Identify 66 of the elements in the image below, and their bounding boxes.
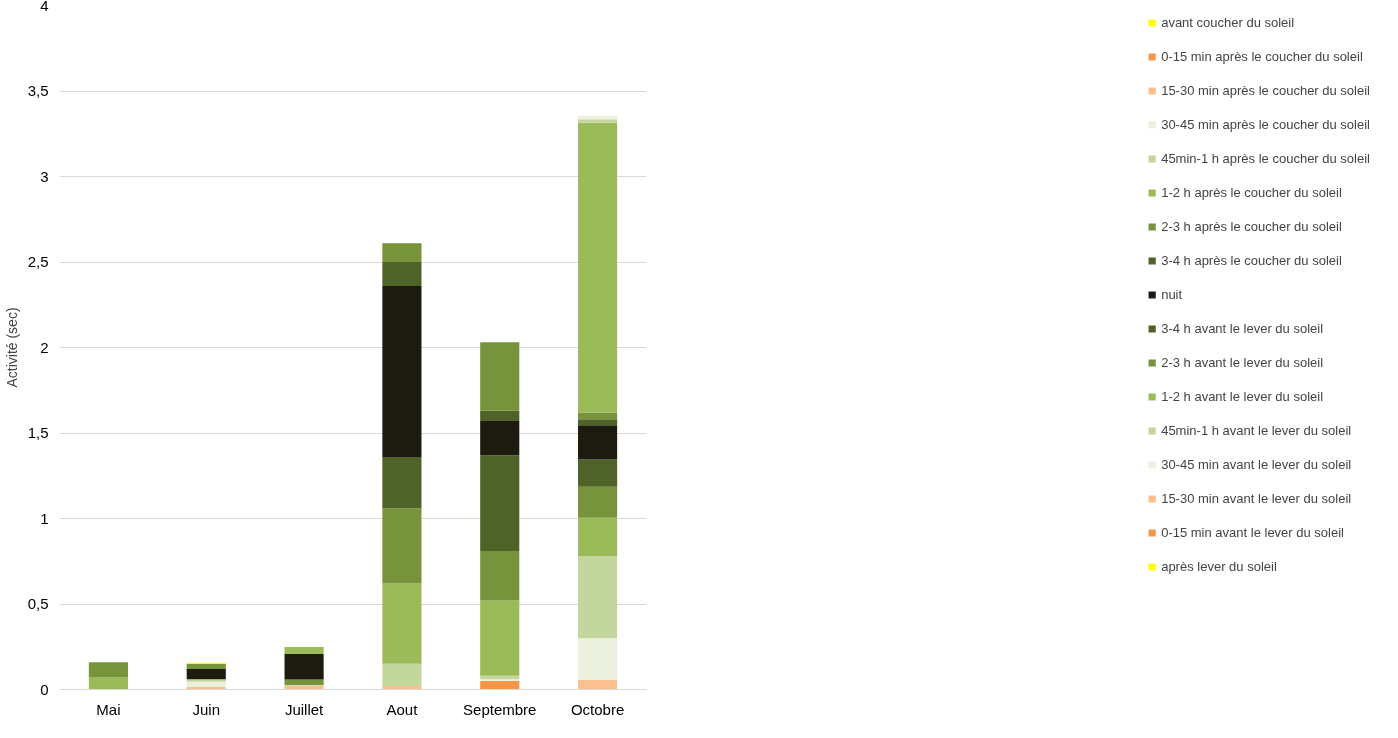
legend-label: nuit: [1161, 287, 1183, 302]
legend-label: 3-4 h avant le lever du soleil: [1161, 321, 1324, 336]
x-tick-label: Septembre: [463, 700, 537, 718]
bar: [284, 653, 324, 680]
legend-label: 30-45 min avant le lever du soleil: [1161, 457, 1352, 472]
bar: [186, 679, 226, 682]
bar: [186, 663, 226, 669]
bar: [382, 583, 422, 664]
bar: [382, 456, 422, 509]
bar: [480, 342, 520, 411]
bar: [186, 668, 226, 680]
legend-label: 2-3 h après le coucher du soleil: [1161, 219, 1342, 234]
y-tick-label: 0: [40, 680, 49, 698]
y-tick-label: 1: [40, 509, 49, 527]
bar: [480, 410, 520, 422]
bar: [480, 680, 520, 690]
bar: [186, 681, 226, 687]
y-tick-label: 2: [40, 338, 49, 356]
bar: [480, 600, 520, 676]
x-tick-label: Juin: [192, 700, 221, 718]
bar: [578, 459, 618, 487]
bar: [382, 663, 422, 687]
legend-label: 45min-1 h après le coucher du soleil: [1161, 151, 1370, 166]
bar: [480, 550, 520, 601]
legend-label: après lever du soleil: [1161, 559, 1277, 574]
x-tick-label: Aout: [386, 700, 419, 718]
legend-label: 1-2 h avant le lever du soleil: [1161, 389, 1324, 404]
legend-label: 0-15 min avant le lever du soleil: [1161, 525, 1344, 540]
y-tick-label: 2,5: [27, 253, 49, 270]
bar: [578, 638, 618, 681]
y-tick-label: 4: [40, 0, 49, 14]
y-axis-title: Activité (sec): [3, 307, 20, 388]
bar: [578, 517, 618, 557]
x-tick-label: Juillet: [284, 700, 325, 718]
bar: [578, 122, 618, 413]
y-tick-label: 3,5: [27, 82, 49, 99]
y-tick-label: 1,5: [27, 424, 49, 441]
y-tick-label: 0,5: [27, 595, 49, 612]
bar: [88, 677, 128, 690]
legend-label: 15-30 min après le coucher du soleil: [1161, 83, 1370, 98]
y-tick-label: 3: [40, 167, 49, 185]
bar: [284, 647, 324, 654]
bar: [578, 556, 618, 639]
bar: [578, 425, 618, 460]
legend-label: 2-3 h avant le lever du soleil: [1161, 355, 1324, 370]
bar: [578, 419, 618, 426]
bar: [578, 680, 618, 690]
bar: [480, 455, 520, 551]
legend-label: 15-30 min avant le lever du soleil: [1161, 491, 1352, 506]
bar: [480, 421, 520, 456]
legend-label: 0-15 min après le coucher du soleil: [1161, 49, 1363, 64]
x-tick-label: Octobre: [570, 700, 625, 718]
legend-label: 3-4 h après le coucher du soleil: [1161, 253, 1342, 268]
bar: [382, 285, 422, 457]
bar: [578, 486, 618, 518]
bar: [578, 119, 618, 123]
legend-label: 1-2 h après le coucher du soleil: [1161, 185, 1342, 200]
bar: [382, 508, 422, 584]
legend-label: 45min-1 h avant le lever du soleil: [1161, 423, 1352, 438]
bar: [88, 662, 128, 678]
x-tick-label: Mai: [96, 700, 121, 718]
legend-label: 30-45 min après le coucher du soleil: [1161, 117, 1370, 132]
legend-label: avant coucher du soleil: [1161, 15, 1295, 30]
bar: [382, 243, 422, 262]
bar: [382, 262, 422, 286]
bar: [578, 412, 618, 420]
